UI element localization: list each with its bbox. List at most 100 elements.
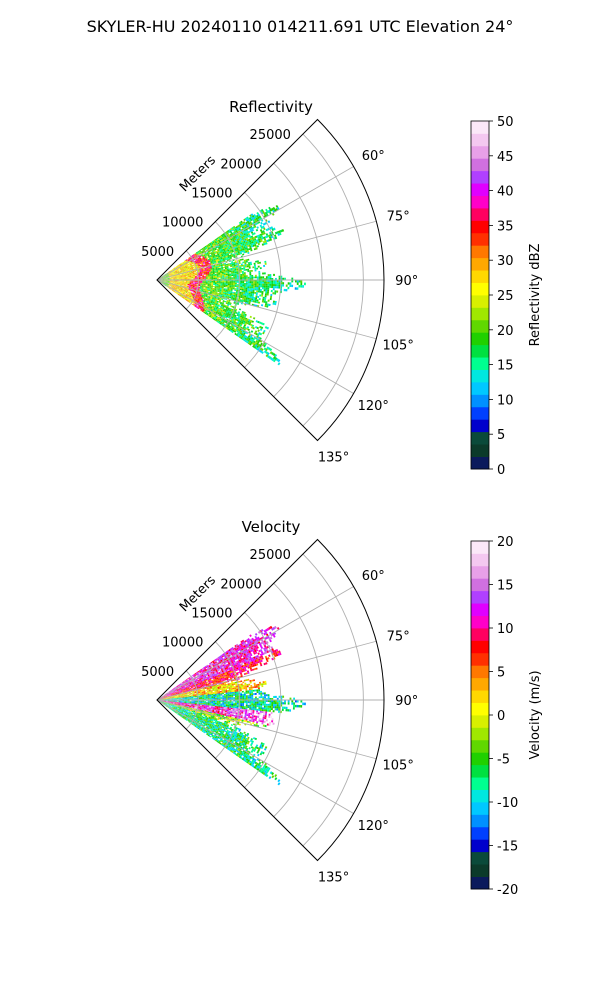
data-cell <box>229 262 232 265</box>
data-cell <box>235 250 238 253</box>
data-cell <box>215 282 217 284</box>
data-cell <box>181 262 183 265</box>
data-cell <box>220 266 223 268</box>
data-cell <box>211 275 214 277</box>
data-cell <box>246 231 250 234</box>
data-cell <box>234 235 238 239</box>
data-cell <box>228 252 231 254</box>
data-cell <box>273 227 276 231</box>
data-cell <box>175 272 178 274</box>
data-cell <box>188 264 190 266</box>
data-cell <box>202 260 205 263</box>
data-cell <box>186 281 188 282</box>
data-cell <box>245 229 249 233</box>
colorbar-tick-label: 0 <box>497 463 505 478</box>
data-cell <box>163 276 166 277</box>
data-cell <box>167 271 170 273</box>
data-cell <box>216 277 219 279</box>
data-cell <box>216 256 219 259</box>
data-cell <box>241 291 244 294</box>
data-cell <box>220 264 223 267</box>
data-cell <box>176 270 179 272</box>
radial-tick-label: 5000 <box>141 245 174 260</box>
data-cell <box>173 267 176 269</box>
data-cell <box>267 281 270 284</box>
data-cell <box>187 263 190 265</box>
data-cell <box>220 274 223 276</box>
data-cell <box>192 256 195 259</box>
data-cell <box>256 211 260 215</box>
data-cell <box>282 284 285 287</box>
data-cell <box>203 270 206 272</box>
data-cell <box>181 274 184 276</box>
data-cell <box>223 284 226 287</box>
data-cell <box>214 274 217 276</box>
data-cell <box>249 263 253 266</box>
data-cell <box>243 251 246 254</box>
data-cell <box>202 278 205 280</box>
data-cell <box>172 274 175 275</box>
azimuth-tick-label: 135° <box>318 451 349 466</box>
data-cell <box>278 275 281 278</box>
data-cell <box>272 288 275 291</box>
data-cell <box>212 253 216 255</box>
data-cell <box>235 245 238 249</box>
data-cell <box>197 250 200 253</box>
data-cell <box>261 287 264 290</box>
data-cell <box>244 238 247 241</box>
data-cell <box>193 278 196 280</box>
data-cell <box>218 257 221 259</box>
data-cell <box>247 233 251 236</box>
data-cell <box>224 253 227 256</box>
colorbar-segment <box>471 282 489 296</box>
data-cell <box>190 265 193 267</box>
data-cell <box>178 275 181 277</box>
data-cell <box>302 285 305 288</box>
data-cell <box>211 283 214 285</box>
data-cell <box>241 267 244 270</box>
data-cell <box>196 252 199 255</box>
data-cell <box>232 242 235 245</box>
data-cell <box>246 244 250 248</box>
data-cell <box>194 271 197 273</box>
data-cell <box>198 252 201 255</box>
data-cell <box>176 275 179 277</box>
data-cell <box>241 237 245 241</box>
data-cell <box>175 271 178 273</box>
data-cell <box>192 253 195 256</box>
data-cell <box>246 248 249 251</box>
data-cell <box>174 269 177 271</box>
data-cell <box>262 210 265 214</box>
data-cell <box>233 245 236 248</box>
data-cell <box>187 281 190 282</box>
data-cell <box>214 256 217 258</box>
data-cell <box>181 274 184 276</box>
data-cell <box>218 284 221 286</box>
data-cell <box>198 260 201 263</box>
data-cell <box>176 265 179 268</box>
data-cell <box>251 233 255 236</box>
data-cell <box>225 242 229 245</box>
data-cell <box>210 241 213 244</box>
data-cell <box>216 237 219 240</box>
data-cell <box>208 255 211 258</box>
data-cell <box>195 254 198 256</box>
colorbar-segment <box>471 232 489 246</box>
data-cell <box>200 248 203 251</box>
data-cell <box>186 265 189 268</box>
data-cell <box>209 284 212 286</box>
data-cell <box>233 283 235 286</box>
data-cell <box>198 256 201 259</box>
data-cell <box>234 230 237 234</box>
data-cell <box>249 275 252 277</box>
data-cell <box>172 269 175 271</box>
data-cell <box>204 268 207 270</box>
data-cell <box>255 260 258 263</box>
data-cell <box>202 277 205 279</box>
data-cell <box>220 243 223 246</box>
data-cell <box>220 281 223 283</box>
data-cell <box>261 294 264 297</box>
data-cell <box>208 257 211 259</box>
data-cell <box>254 266 257 269</box>
data-cell <box>180 274 182 276</box>
